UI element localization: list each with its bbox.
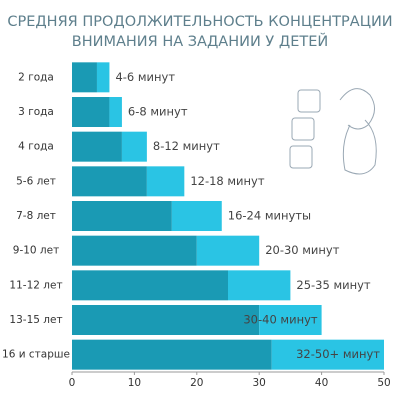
bar-segment <box>196 235 260 266</box>
y-tick-label: 4 года <box>18 141 54 153</box>
x-tick-label: 30 <box>253 377 266 389</box>
value-label: 20-30 минут <box>265 243 340 257</box>
y-tick-label: 16 и старше <box>2 349 70 361</box>
y-tick-label: 2 года <box>18 71 54 83</box>
value-label: 8-12 минут <box>153 139 220 153</box>
value-label: 32-50+ минут <box>296 347 380 361</box>
y-tick-label: 13-15 лет <box>9 314 62 326</box>
bar-segment <box>72 305 260 335</box>
bar-segment <box>72 339 272 370</box>
bar-segment <box>121 131 147 162</box>
bar-segment <box>271 339 384 370</box>
x-tick-label: 40 <box>315 377 328 389</box>
x-tick-label: 20 <box>190 377 203 389</box>
bar-segment <box>146 166 185 197</box>
bar-segment <box>72 97 110 127</box>
bar-segment <box>72 270 228 301</box>
x-tick-label: 0 <box>69 377 76 389</box>
value-label: 12-18 минут <box>190 174 265 188</box>
y-tick-label: 5-6 лет <box>16 175 56 187</box>
value-label: 30-40 минут <box>243 313 318 327</box>
y-tick-label: 7-8 лет <box>16 210 56 222</box>
bar-segment <box>171 201 222 231</box>
bar-segment <box>228 270 291 301</box>
x-tick-label: 50 <box>377 377 390 389</box>
value-label: 16-24 минуты <box>228 209 311 223</box>
chart-title: СРЕДНЯЯ ПРОДОЛЖИТЕЛЬНОСТЬ КОНЦЕНТРАЦИИ <box>7 14 392 30</box>
y-tick-label: 9-10 лет <box>13 245 59 257</box>
value-label: 4-6 минут <box>115 70 175 84</box>
y-tick-label: 11-12 лет <box>9 279 62 291</box>
bar-segment <box>72 201 172 231</box>
illustration <box>289 88 377 175</box>
y-tick-label: 3 года <box>18 106 54 118</box>
bar-segment <box>96 62 110 93</box>
bar-segment <box>72 166 147 197</box>
bar-segment <box>72 235 197 266</box>
bar-segment <box>109 97 122 127</box>
bar-segment <box>72 62 97 93</box>
bar-segment <box>72 131 122 162</box>
x-tick-label: 10 <box>128 377 141 389</box>
value-label: 6-8 минут <box>128 105 188 119</box>
bar-segment <box>259 305 322 335</box>
chart-title: ВНИМАНИЯ НА ЗАДАНИИ У ДЕТЕЙ <box>72 32 328 50</box>
value-label: 25-35 минут <box>296 278 371 292</box>
